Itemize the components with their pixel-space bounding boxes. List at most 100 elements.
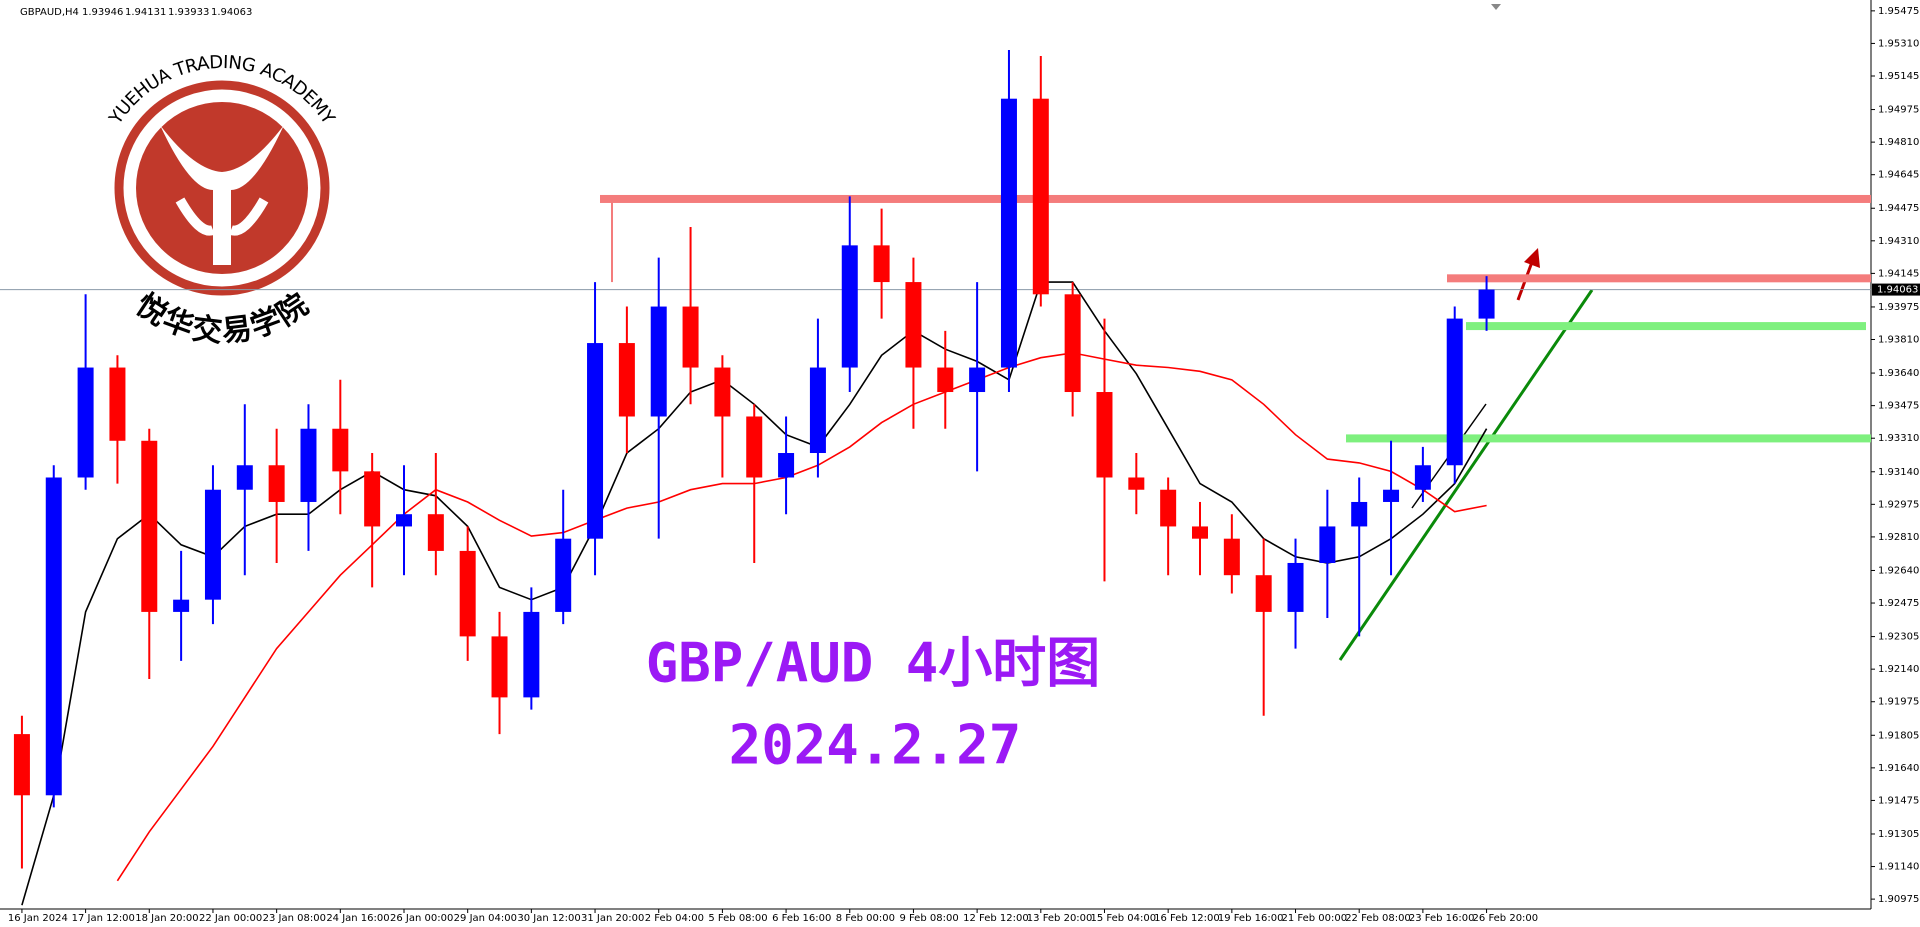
- y-tick-label: 1.91475: [1878, 795, 1919, 806]
- header-high: 1.94131: [125, 7, 166, 18]
- candle-body: [587, 343, 604, 539]
- level-zone: [1447, 274, 1871, 283]
- y-tick-label: 1.93140: [1878, 467, 1919, 478]
- x-tick-label: 23 Feb 16:00: [1409, 913, 1475, 924]
- candle-body: [173, 599, 190, 612]
- y-tick-label: 1.94310: [1878, 236, 1919, 247]
- x-tick-label: 21 Feb 00:00: [1282, 913, 1348, 924]
- y-tick-label: 1.90975: [1878, 894, 1919, 905]
- candle-body: [1383, 489, 1400, 502]
- candle-body: [746, 416, 763, 478]
- x-tick-label: 30 Jan 12:00: [517, 913, 580, 924]
- candle-body: [1319, 526, 1336, 563]
- candle-body: [1414, 465, 1431, 490]
- candle-body: [1096, 392, 1113, 478]
- y-tick-label: 1.94645: [1878, 170, 1919, 181]
- y-tick-label: 1.92810: [1878, 532, 1919, 543]
- x-tick-label: 8 Feb 00:00: [836, 913, 895, 924]
- candle-body: [618, 343, 635, 417]
- candle-body: [1000, 98, 1017, 368]
- logo-mark: [160, 125, 284, 265]
- y-tick-label: 1.94475: [1878, 203, 1919, 214]
- y-tick-label: 1.95475: [1878, 6, 1919, 17]
- candle-body: [396, 514, 412, 527]
- x-tick-label: 22 Feb 08:00: [1345, 913, 1411, 924]
- candle-body: [1287, 562, 1304, 612]
- header-symbol: GBPAUD,H4: [20, 7, 79, 18]
- candle-body: [905, 282, 922, 368]
- candle-body: [300, 428, 317, 502]
- x-tick-label: 17 Jan 12:00: [72, 913, 135, 924]
- x-tick-label: 18 Jan 20:00: [135, 913, 198, 924]
- candle-body: [714, 367, 731, 417]
- level-zone: [1346, 434, 1871, 443]
- level-zone: [600, 194, 1871, 203]
- x-tick-label: 19 Feb 16:00: [1218, 913, 1284, 924]
- y-tick-label: 1.91805: [1878, 730, 1919, 741]
- candle-body: [109, 367, 126, 441]
- x-tick-label: 23 Jan 08:00: [263, 913, 326, 924]
- y-tick-label: 1.91305: [1878, 829, 1919, 840]
- logo-mark: [175, 197, 269, 236]
- candle-body: [809, 367, 826, 454]
- header-open: 1.93946: [82, 7, 123, 18]
- x-tick-label: 16 Feb 12:00: [1154, 913, 1220, 924]
- x-tick-label: 2 Feb 04:00: [645, 913, 704, 924]
- candle-body: [1160, 489, 1177, 527]
- x-tick-label: 26 Jan 00:00: [390, 913, 453, 924]
- candle-body: [1064, 294, 1081, 393]
- candle-body: [1223, 538, 1240, 576]
- candle-body: [1478, 289, 1495, 319]
- x-tick-label: 16 Jan 2024: [8, 913, 68, 924]
- y-tick-label: 1.94810: [1878, 137, 1919, 148]
- logo-ring: [114, 80, 330, 296]
- y-tick-label: 1.92975: [1878, 499, 1919, 510]
- arrow-head: [1524, 248, 1540, 268]
- y-tick-label: 1.95310: [1878, 38, 1919, 49]
- x-tick-label: 9 Feb 08:00: [899, 913, 958, 924]
- y-tick-label: 1.91640: [1878, 763, 1919, 774]
- candle-body: [13, 734, 30, 796]
- x-tick-label: 24 Jan 16:00: [326, 913, 389, 924]
- y-tick-label: 1.91975: [1878, 697, 1919, 708]
- candle-body: [650, 306, 667, 417]
- x-tick-label: 13 Feb 20:00: [1027, 913, 1093, 924]
- y-tick-label: 1.92140: [1878, 664, 1919, 675]
- candle-body: [523, 611, 540, 698]
- candle-body: [873, 245, 890, 283]
- y-tick-label: 1.95145: [1878, 71, 1919, 82]
- candle-body: [427, 514, 444, 551]
- x-tick-label: 22 Jan 00:00: [199, 913, 262, 924]
- current-price-label: 1.94063: [1877, 285, 1918, 296]
- candle-body: [204, 489, 221, 600]
- candle-body: [555, 538, 572, 612]
- moving-average: [116, 352, 1487, 882]
- candle-body: [1032, 98, 1049, 295]
- trend-line: [1338, 289, 1594, 661]
- x-tick-label: 6 Feb 16:00: [772, 913, 831, 924]
- x-tick-label: 29 Jan 04:00: [454, 913, 517, 924]
- current-price-box: [1872, 283, 1920, 296]
- y-tick-label: 1.93975: [1878, 302, 1919, 313]
- candle-body: [841, 245, 858, 368]
- header-low: 1.93933: [168, 7, 209, 18]
- candle-body: [1128, 477, 1145, 490]
- y-tick-label: 1.92640: [1878, 565, 1919, 576]
- y-tick-label: 1.92305: [1878, 632, 1919, 643]
- y-tick-label: 1.93475: [1878, 401, 1919, 412]
- candle-body: [778, 453, 795, 478]
- overlay-date: 2024.2.27: [729, 714, 1022, 777]
- candle-body: [491, 636, 508, 698]
- x-tick-label: 12 Feb 12:00: [963, 913, 1029, 924]
- candle-body: [459, 550, 476, 637]
- overlay-title: GBP/AUD 4小时图: [646, 632, 1101, 695]
- y-tick-label: 1.93640: [1878, 368, 1919, 379]
- level-zone: [1466, 322, 1866, 331]
- y-tick-label: 1.91140: [1878, 862, 1919, 873]
- candle-body: [1192, 526, 1208, 539]
- candle-body: [332, 428, 349, 472]
- candle-body: [1351, 501, 1368, 527]
- header-close: 1.94063: [211, 7, 252, 18]
